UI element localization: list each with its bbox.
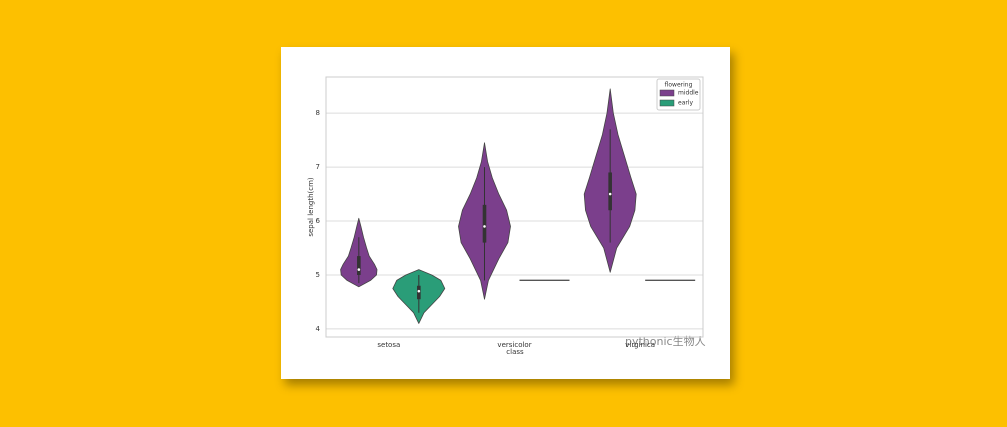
median — [417, 289, 421, 293]
legend-title: flowering — [665, 82, 693, 89]
median — [608, 192, 612, 196]
median — [357, 268, 361, 271]
y-tick-label: 7 — [316, 163, 320, 171]
x-tick-label: setosa — [377, 341, 400, 349]
iqr-box — [357, 256, 361, 275]
legend-label: early — [678, 100, 694, 107]
y-tick-label: 5 — [316, 271, 320, 279]
iqr-box — [417, 285, 421, 300]
legend-swatch — [659, 89, 675, 97]
x-tick-label: versicolor — [497, 341, 531, 349]
plot-frame — [325, 76, 704, 338]
y-tick-label: 8 — [316, 109, 320, 117]
legend-label: middle — [678, 90, 699, 97]
x-axis-label: class — [506, 348, 524, 356]
median — [483, 225, 486, 228]
iqr-box — [608, 172, 612, 211]
y-tick-label: 4 — [316, 325, 321, 333]
y-tick-label: 6 — [316, 217, 321, 225]
iqr-box — [482, 204, 487, 243]
x-tick-label: virginica — [625, 341, 655, 349]
y-axis-label: sepal length(cm) — [307, 177, 315, 237]
chart: class sepal length(cm) pythonic生物人 45678… — [307, 76, 706, 356]
legend-swatch — [659, 99, 675, 107]
